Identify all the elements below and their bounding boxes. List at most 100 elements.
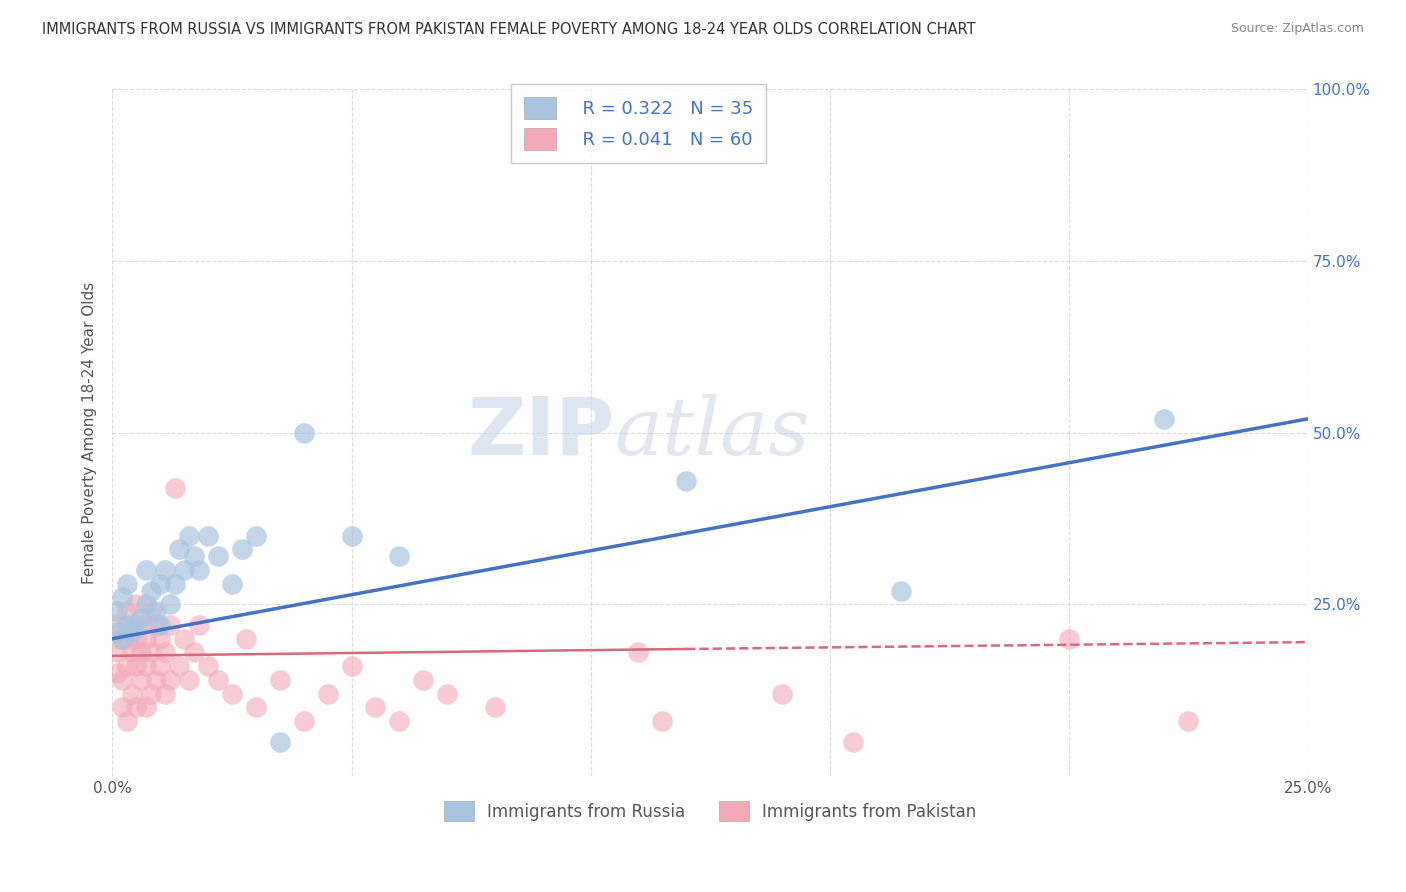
Point	[890, 583, 912, 598]
Point	[139, 687, 162, 701]
Point	[129, 611, 152, 625]
Point	[412, 673, 434, 687]
Point	[436, 687, 458, 701]
Point	[115, 714, 138, 728]
Point	[207, 549, 229, 564]
Point	[159, 598, 181, 612]
Point	[231, 542, 253, 557]
Point	[105, 624, 128, 639]
Point	[121, 624, 143, 639]
Point	[770, 687, 793, 701]
Point	[245, 700, 267, 714]
Y-axis label: Female Poverty Among 18-24 Year Olds: Female Poverty Among 18-24 Year Olds	[82, 282, 97, 583]
Point	[111, 632, 134, 646]
Point	[153, 563, 176, 577]
Point	[135, 632, 157, 646]
Point	[292, 425, 315, 440]
Point	[173, 563, 195, 577]
Point	[135, 700, 157, 714]
Point	[149, 576, 172, 591]
Point	[1057, 632, 1080, 646]
Point	[197, 528, 219, 542]
Point	[105, 618, 128, 632]
Point	[139, 604, 162, 618]
Point	[187, 563, 209, 577]
Point	[149, 632, 172, 646]
Point	[105, 604, 128, 618]
Point	[149, 618, 172, 632]
Point	[121, 645, 143, 659]
Point	[125, 659, 148, 673]
Text: ZIP: ZIP	[467, 393, 614, 472]
Point	[177, 673, 200, 687]
Point	[129, 618, 152, 632]
Point	[145, 673, 167, 687]
Point	[129, 673, 152, 687]
Point	[111, 673, 134, 687]
Text: atlas: atlas	[614, 394, 810, 471]
Text: IMMIGRANTS FROM RUSSIA VS IMMIGRANTS FROM PAKISTAN FEMALE POVERTY AMONG 18-24 YE: IMMIGRANTS FROM RUSSIA VS IMMIGRANTS FRO…	[42, 22, 976, 37]
Point	[153, 645, 176, 659]
Point	[121, 618, 143, 632]
Point	[139, 583, 162, 598]
Point	[115, 604, 138, 618]
Point	[105, 665, 128, 680]
Point	[183, 549, 205, 564]
Point	[169, 659, 191, 673]
Point	[340, 659, 363, 673]
Point	[388, 714, 411, 728]
Text: Source: ZipAtlas.com: Source: ZipAtlas.com	[1230, 22, 1364, 36]
Point	[145, 604, 167, 618]
Point	[105, 645, 128, 659]
Point	[125, 632, 148, 646]
Point	[135, 659, 157, 673]
Point	[173, 632, 195, 646]
Point	[388, 549, 411, 564]
Point	[340, 528, 363, 542]
Point	[125, 618, 148, 632]
Point	[169, 542, 191, 557]
Point	[129, 645, 152, 659]
Point	[235, 632, 257, 646]
Point	[221, 687, 243, 701]
Point	[115, 576, 138, 591]
Point	[187, 618, 209, 632]
Point	[675, 474, 697, 488]
Point	[651, 714, 673, 728]
Point	[842, 735, 865, 749]
Point	[111, 700, 134, 714]
Point	[163, 481, 186, 495]
Point	[153, 687, 176, 701]
Point	[269, 673, 291, 687]
Point	[183, 645, 205, 659]
Point	[207, 673, 229, 687]
Point	[135, 598, 157, 612]
Point	[111, 632, 134, 646]
Point	[115, 659, 138, 673]
Point	[159, 618, 181, 632]
Point	[115, 632, 138, 646]
Point	[125, 598, 148, 612]
Point	[139, 645, 162, 659]
Point	[159, 673, 181, 687]
Point	[121, 687, 143, 701]
Point	[627, 645, 650, 659]
Point	[197, 659, 219, 673]
Point	[125, 700, 148, 714]
Point	[115, 618, 138, 632]
Point	[269, 735, 291, 749]
Point	[364, 700, 387, 714]
Point	[245, 528, 267, 542]
Point	[163, 576, 186, 591]
Point	[177, 528, 200, 542]
Legend: Immigrants from Russia, Immigrants from Pakistan: Immigrants from Russia, Immigrants from …	[436, 792, 984, 830]
Point	[316, 687, 339, 701]
Point	[135, 563, 157, 577]
Point	[1177, 714, 1199, 728]
Point	[149, 659, 172, 673]
Point	[484, 700, 506, 714]
Point	[221, 576, 243, 591]
Point	[1153, 412, 1175, 426]
Point	[111, 591, 134, 605]
Point	[292, 714, 315, 728]
